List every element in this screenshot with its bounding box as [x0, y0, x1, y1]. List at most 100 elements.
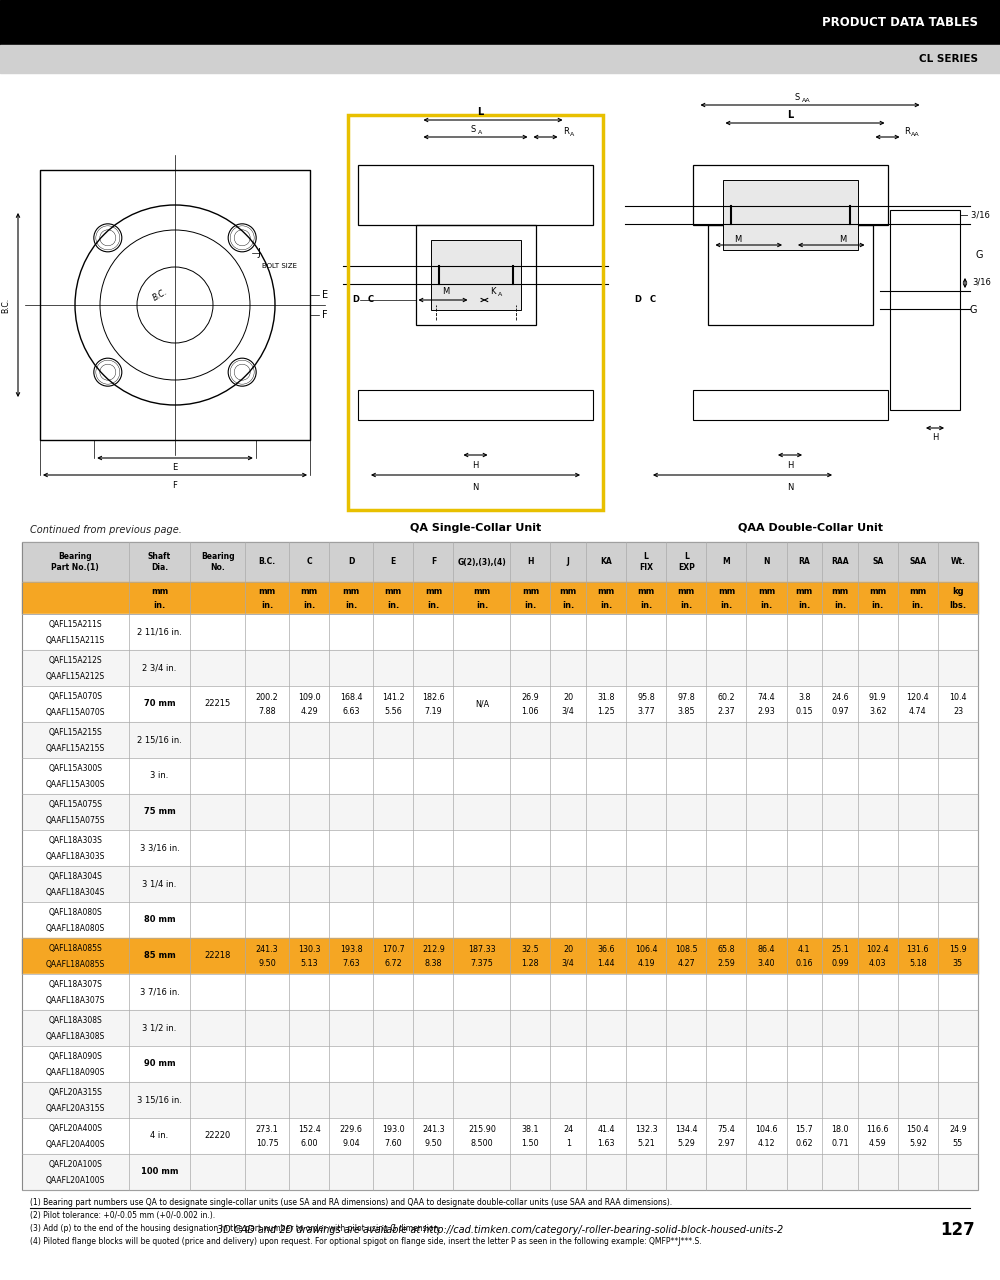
Text: in.: in. — [640, 600, 652, 609]
Text: K: K — [490, 288, 496, 297]
Text: 2.97: 2.97 — [717, 1138, 735, 1147]
Text: QAAFL15A215S: QAAFL15A215S — [46, 744, 105, 753]
Text: QAFL15A070S: QAFL15A070S — [48, 691, 102, 700]
Text: mm: mm — [869, 586, 886, 595]
Bar — [692, 390, 888, 420]
Bar — [22, 1082, 978, 1117]
Bar — [22, 938, 978, 974]
Text: (4) Piloted flange blocks will be quoted (price and delivery) upon request. For : (4) Piloted flange blocks will be quoted… — [30, 1236, 702, 1245]
Bar — [708, 225, 872, 325]
Text: AA: AA — [802, 97, 811, 102]
Text: in.: in. — [524, 600, 537, 609]
Text: 60.2: 60.2 — [718, 692, 735, 701]
Text: 7.19: 7.19 — [425, 707, 442, 716]
Text: in.: in. — [912, 600, 924, 609]
Bar — [22, 867, 978, 902]
Text: QAAFL18A308S: QAAFL18A308S — [46, 1032, 105, 1041]
Text: 15.7: 15.7 — [795, 1125, 813, 1134]
Text: 109.0: 109.0 — [298, 692, 321, 701]
Text: QAAFL20A400S: QAAFL20A400S — [46, 1139, 105, 1148]
Text: KA: KA — [600, 558, 612, 567]
Text: 3/4: 3/4 — [562, 959, 575, 968]
Text: 187.33: 187.33 — [468, 945, 496, 954]
Text: 15.9: 15.9 — [949, 945, 967, 954]
Text: in.: in. — [153, 600, 166, 609]
Text: M: M — [723, 558, 730, 567]
Text: in.: in. — [261, 600, 273, 609]
Text: mm: mm — [385, 586, 402, 595]
Text: A: A — [478, 129, 482, 134]
Text: D: D — [348, 558, 354, 567]
Text: mm: mm — [718, 586, 735, 595]
Text: 6.63: 6.63 — [342, 707, 360, 716]
Text: 1.06: 1.06 — [522, 707, 539, 716]
Text: 141.2: 141.2 — [382, 692, 405, 701]
Text: L: L — [477, 108, 484, 116]
Text: Bearing
No.: Bearing No. — [201, 552, 234, 572]
Text: mm: mm — [522, 586, 539, 595]
Text: E: E — [391, 558, 396, 567]
Text: 3/4: 3/4 — [562, 707, 575, 716]
Text: QAFL18A085S: QAFL18A085S — [48, 943, 102, 952]
Text: 65.8: 65.8 — [718, 945, 735, 954]
Text: S: S — [795, 92, 800, 101]
Bar — [22, 686, 978, 722]
Text: R: R — [904, 128, 910, 137]
Text: RAA: RAA — [831, 558, 849, 567]
Text: 9.04: 9.04 — [342, 1138, 360, 1147]
Text: 10.4: 10.4 — [949, 692, 967, 701]
Text: 168.4: 168.4 — [340, 692, 362, 701]
Bar — [22, 1010, 978, 1046]
Bar — [22, 614, 978, 650]
Text: in.: in. — [562, 600, 574, 609]
Text: mm: mm — [638, 586, 655, 595]
Text: 152.4: 152.4 — [298, 1125, 321, 1134]
Bar — [0, 0, 1000, 45]
Text: 8.500: 8.500 — [471, 1138, 493, 1147]
Text: 104.6: 104.6 — [755, 1125, 778, 1134]
Text: 5.18: 5.18 — [909, 959, 927, 968]
Text: 3.8: 3.8 — [798, 692, 811, 701]
Bar — [22, 1155, 978, 1190]
Text: 2 15/16 in.: 2 15/16 in. — [137, 736, 182, 745]
Bar — [358, 165, 593, 225]
Text: 4.19: 4.19 — [637, 959, 655, 968]
Text: A: A — [498, 293, 502, 297]
Text: S: S — [470, 124, 476, 133]
Text: 20: 20 — [563, 945, 573, 954]
Text: J: J — [257, 248, 260, 257]
Text: 26.9: 26.9 — [522, 692, 539, 701]
Text: 4.74: 4.74 — [909, 707, 927, 716]
Text: 2 3/4 in.: 2 3/4 in. — [142, 663, 177, 672]
Text: CL SERIES: CL SERIES — [919, 54, 978, 64]
Text: 3 15/16 in.: 3 15/16 in. — [137, 1096, 182, 1105]
Text: 3.85: 3.85 — [677, 707, 695, 716]
Text: QAAFL15A070S: QAAFL15A070S — [46, 708, 105, 717]
Text: mm: mm — [909, 586, 926, 595]
Text: H: H — [472, 461, 479, 470]
Bar — [22, 974, 978, 1010]
Text: N: N — [763, 558, 770, 567]
Text: 4.03: 4.03 — [869, 959, 886, 968]
Text: in.: in. — [345, 600, 357, 609]
Text: 1.25: 1.25 — [597, 707, 615, 716]
Text: 102.4: 102.4 — [866, 945, 889, 954]
Text: mm: mm — [425, 586, 442, 595]
Text: 86.4: 86.4 — [758, 945, 775, 954]
Text: in.: in. — [680, 600, 692, 609]
Text: QAFL15A075S: QAFL15A075S — [48, 800, 102, 809]
Text: 22218: 22218 — [204, 951, 231, 960]
Text: kg: kg — [952, 586, 964, 595]
Text: 2.93: 2.93 — [758, 707, 775, 716]
Text: Shaft
Dia.: Shaft Dia. — [148, 552, 171, 572]
Text: H: H — [787, 461, 793, 470]
Text: N: N — [787, 483, 793, 492]
Text: mm: mm — [831, 586, 849, 595]
Text: in.: in. — [760, 600, 773, 609]
Text: in.: in. — [720, 600, 733, 609]
Text: F: F — [322, 310, 328, 320]
Text: QAAFL18A080S: QAAFL18A080S — [46, 923, 105, 933]
Text: 55: 55 — [953, 1138, 963, 1147]
Bar — [22, 829, 978, 867]
Text: 91.9: 91.9 — [869, 692, 887, 701]
